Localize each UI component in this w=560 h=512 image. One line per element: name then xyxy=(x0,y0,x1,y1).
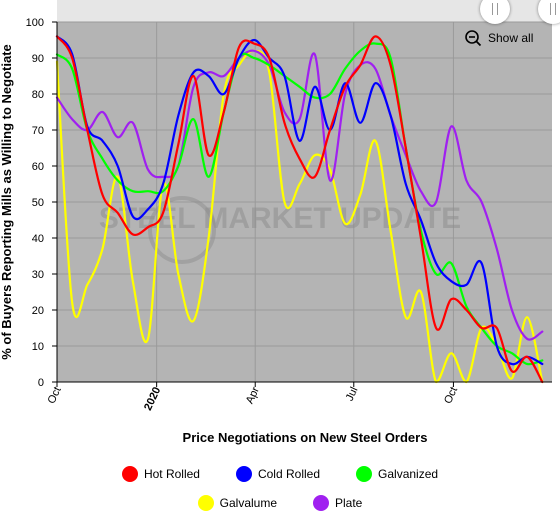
y-tick-label: 70 xyxy=(32,125,44,137)
legend-label: Cold Rolled xyxy=(257,467,321,481)
legend-item-galvalume[interactable]: Galvalume xyxy=(197,495,277,511)
series-line-plate xyxy=(55,49,544,341)
legend-swatch xyxy=(121,466,138,482)
legend-row-1: Hot Rolled Cold Rolled Galvanized xyxy=(0,466,560,482)
range-start-handle[interactable] xyxy=(480,0,510,24)
legend-item-galvanized[interactable]: Galvanized xyxy=(356,466,438,482)
grip-icon xyxy=(492,3,498,15)
show-all-label: Show all xyxy=(488,31,534,45)
legend-item-cold-rolled[interactable]: Cold Rolled xyxy=(235,466,321,482)
y-tick-label: 100 xyxy=(26,17,44,29)
y-tick-label: 0 xyxy=(38,377,44,389)
legend-label: Hot Rolled xyxy=(143,467,200,481)
legend-swatch xyxy=(356,466,373,482)
series-line-galvalume xyxy=(55,49,544,384)
legend-label: Galvanized xyxy=(378,467,439,481)
show-all-button[interactable]: Show all xyxy=(464,28,533,48)
x-tick-label: 2020 xyxy=(142,385,163,412)
x-tick-label: Oct xyxy=(442,385,460,406)
legend-swatch xyxy=(197,495,214,511)
legend-swatch xyxy=(313,495,329,511)
y-tick-label: 50 xyxy=(32,197,44,209)
series-line-galvanized xyxy=(55,42,544,366)
y-tick-label: 80 xyxy=(32,89,44,101)
grip-icon xyxy=(550,3,556,15)
x-axis-title: Price Negotiations on New Steel Orders xyxy=(183,430,428,445)
y-tick-label: 20 xyxy=(32,305,44,317)
x-tick-label: Jul xyxy=(344,385,361,403)
legend-swatch xyxy=(235,466,252,482)
x-tick-label: Apr xyxy=(244,385,262,406)
zoom-out-icon xyxy=(465,30,482,47)
legend-row-2: Galvalume Plate xyxy=(0,495,560,511)
series-line-hot-rolled xyxy=(55,35,544,384)
y-tick-label: 10 xyxy=(32,341,44,353)
y-axis-title: % of Buyers Reporting Mills as Willing t… xyxy=(0,44,14,360)
y-tick-label: 30 xyxy=(32,269,44,281)
watermark-ring xyxy=(148,196,216,264)
legend-item-hot-rolled[interactable]: Hot Rolled xyxy=(121,466,200,482)
y-tick-label: 60 xyxy=(32,161,44,173)
legend-label: Plate xyxy=(335,496,363,510)
y-tick-label: 90 xyxy=(32,53,44,65)
range-end-handle[interactable] xyxy=(538,0,560,24)
legend-item-plate[interactable]: Plate xyxy=(313,495,362,511)
range-selector-track xyxy=(57,0,552,22)
legend-label: Galvalume xyxy=(219,496,277,510)
y-tick-label: 40 xyxy=(32,233,44,245)
x-tick-label: Oct xyxy=(46,385,64,406)
series-line-cold-rolled xyxy=(55,35,544,366)
